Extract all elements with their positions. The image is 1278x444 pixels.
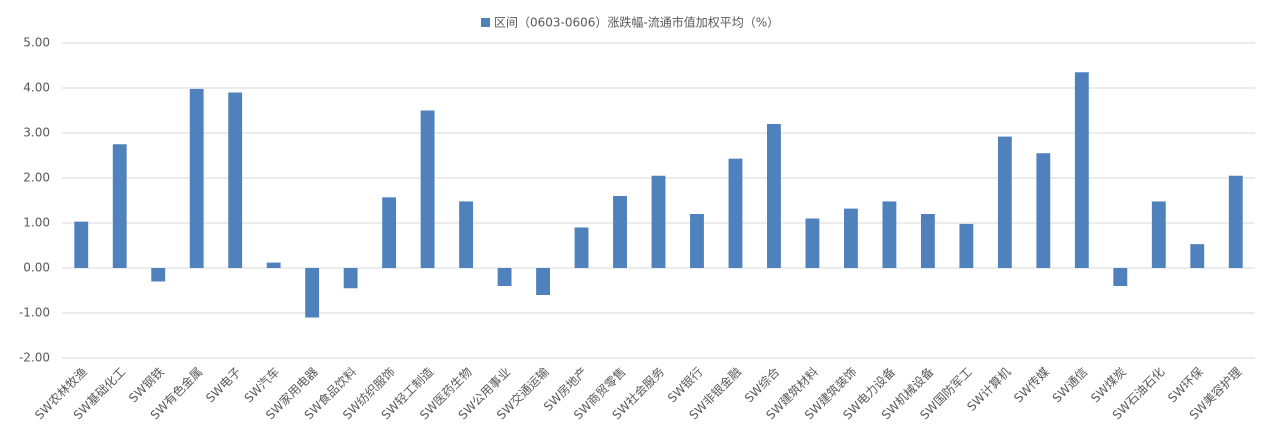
- bar: [920, 214, 935, 268]
- y-tick-label: 0.00: [23, 261, 50, 275]
- legend-label: 区间（0603-0606）涨跌幅-流通市值加权平均（%）: [494, 15, 779, 30]
- y-tick-label: 1.00: [23, 216, 50, 230]
- y-tick-label: -1.00: [19, 306, 50, 320]
- bar: [536, 268, 550, 295]
- bar: [651, 175, 666, 268]
- legend-swatch: [481, 18, 490, 27]
- bar: [228, 92, 243, 268]
- x-tick-label: SW传媒: [1011, 364, 1052, 405]
- bar: [1228, 175, 1243, 268]
- bar: [997, 136, 1012, 268]
- bar: [690, 214, 704, 268]
- bar: [882, 201, 897, 268]
- bar: [805, 218, 820, 268]
- bar: [305, 268, 320, 318]
- y-tick-label: -2.00: [19, 351, 50, 365]
- y-tick-label: 5.00: [23, 36, 50, 50]
- bar: [497, 268, 512, 286]
- y-tick-label: 4.00: [23, 81, 50, 95]
- bar: [767, 124, 781, 268]
- bar: [1151, 201, 1166, 268]
- bar: [613, 196, 627, 268]
- bar: [420, 110, 435, 268]
- bar: [343, 268, 358, 289]
- bar: [151, 268, 166, 282]
- bar: [112, 144, 127, 268]
- bar: [1036, 153, 1051, 268]
- bar: [266, 262, 281, 268]
- y-tick-label: 2.00: [23, 171, 50, 185]
- y-tick-label: 3.00: [23, 126, 50, 140]
- bar: [843, 208, 858, 268]
- x-tick-label: SW通信: [1050, 365, 1091, 406]
- bar: [1113, 268, 1128, 286]
- x-tick-label: SW电子: [203, 365, 244, 406]
- bar: [574, 227, 589, 268]
- bar: [189, 88, 204, 269]
- bar: [1190, 244, 1205, 268]
- bar: [382, 197, 397, 268]
- bar: [459, 201, 474, 268]
- bar: [728, 158, 743, 268]
- bar: [74, 221, 89, 268]
- bar: [1074, 72, 1089, 268]
- bar: [959, 223, 974, 268]
